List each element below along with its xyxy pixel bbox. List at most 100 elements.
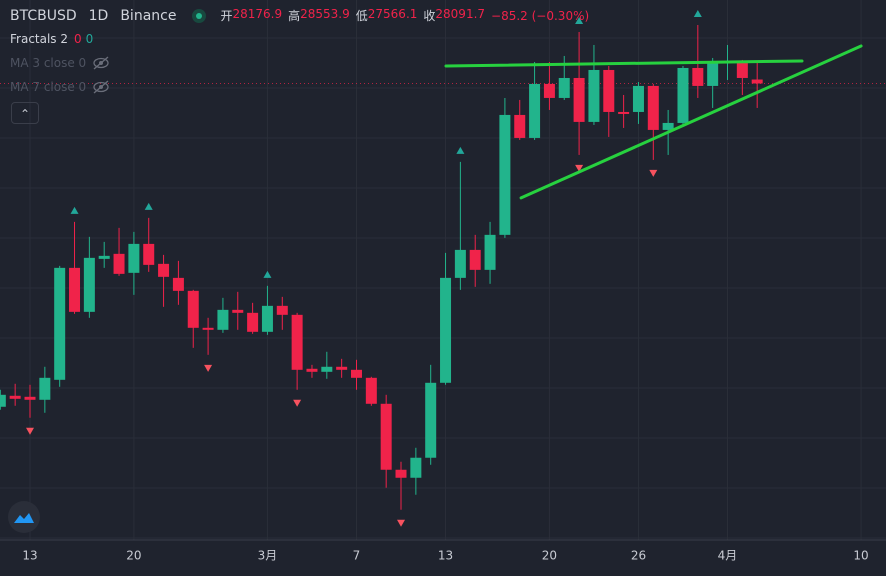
candle-body xyxy=(172,277,184,291)
candle-body xyxy=(98,255,110,259)
candle-body xyxy=(365,377,377,404)
fractal-down xyxy=(649,169,658,177)
candle-body xyxy=(440,277,452,383)
candle-body xyxy=(529,83,541,138)
candle-body xyxy=(454,249,466,278)
indicator-name: Fractals 2 xyxy=(10,32,69,46)
candle-body xyxy=(499,114,511,235)
candle-body xyxy=(291,314,303,370)
indicator-value: 0 xyxy=(85,32,94,46)
field-label: 收 xyxy=(423,9,436,23)
indicator-name: MA 3 close 0 xyxy=(10,56,87,70)
candle-body xyxy=(276,305,288,315)
candle-body xyxy=(662,122,674,130)
fractal-up xyxy=(693,9,702,17)
x-tick-label: 13 xyxy=(438,549,453,563)
candle-body xyxy=(9,395,21,399)
interval: 1D xyxy=(88,7,109,24)
hidden-icon[interactable] xyxy=(92,80,110,94)
candle-body xyxy=(692,67,704,86)
exchange: Binance xyxy=(120,7,177,24)
collapse-button[interactable]: ⌃ xyxy=(11,102,39,124)
header: BTCBUSD 1D Binance 开 28176.9 高 28553.9 低 2756… xyxy=(10,7,589,24)
ma-legend[interactable]: MA 7 close 0 xyxy=(10,80,110,94)
candle-body xyxy=(306,368,318,372)
ma-legend[interactable]: MA 3 close 0 xyxy=(10,56,110,70)
candle-body xyxy=(187,290,199,328)
fractals-legend: Fractals 2 0 0 xyxy=(10,32,93,46)
fractal-up xyxy=(144,202,153,210)
field-value: 28091.7 xyxy=(435,7,486,21)
status-dot xyxy=(192,8,207,23)
candle-body xyxy=(113,253,125,274)
candle-body xyxy=(603,69,615,112)
candle-body xyxy=(54,267,66,380)
hidden-icon[interactable] xyxy=(92,56,110,70)
fractal-down xyxy=(575,164,584,172)
candle-body xyxy=(202,327,214,330)
candle-body xyxy=(143,243,155,265)
x-tick-label: 20 xyxy=(126,549,141,563)
candle-body xyxy=(39,377,51,400)
candle-body xyxy=(69,267,81,312)
x-tick-label: 4月 xyxy=(718,549,738,563)
candle-body xyxy=(484,234,496,270)
candle-body xyxy=(232,309,244,313)
candle-body xyxy=(261,305,273,332)
fractal-up xyxy=(575,16,584,24)
trendline xyxy=(444,59,804,68)
candle-body xyxy=(558,77,570,98)
change: −85.2 (−0.30%) xyxy=(491,8,590,23)
field-value: 28553.9 xyxy=(300,7,350,21)
x-tick-label: 7 xyxy=(353,549,361,563)
logo[interactable] xyxy=(8,501,40,533)
candle-body xyxy=(469,249,481,270)
field-label: 开 xyxy=(220,9,233,23)
candle-body xyxy=(514,114,526,138)
candle-body xyxy=(24,396,36,400)
candle-body xyxy=(380,403,392,470)
candle-body xyxy=(618,111,630,114)
candle-body xyxy=(158,263,170,277)
candle-body xyxy=(573,77,585,122)
candle-body xyxy=(321,366,333,372)
fractal-down xyxy=(26,427,35,435)
candle-body xyxy=(751,79,763,84)
candle-body xyxy=(588,69,600,122)
fractal-down xyxy=(204,364,213,372)
ohlc: 开 28176.9 高 28553.9 低 27566.1 收 28091.7 xyxy=(220,7,485,24)
candle-body xyxy=(410,457,422,478)
field-value: 27566.1 xyxy=(367,7,418,21)
candle-body xyxy=(217,309,229,330)
fractal-up xyxy=(70,206,79,214)
field-value: 28176.9 xyxy=(232,7,283,21)
symbol: BTCBUSD xyxy=(10,7,77,24)
field-label: 低 xyxy=(355,9,368,23)
candle-body xyxy=(425,382,437,458)
candle-body xyxy=(83,257,95,312)
fractal-up xyxy=(263,270,272,278)
candle-body xyxy=(128,243,140,273)
x-tick-label: 10 xyxy=(853,549,868,563)
x-tick-label: 26 xyxy=(631,549,646,563)
candle-body xyxy=(395,469,407,478)
candle-body xyxy=(543,83,555,98)
candle-body xyxy=(350,369,362,378)
candle-body xyxy=(336,366,348,370)
field-label: 高 xyxy=(288,9,301,23)
indicator-value: 0 xyxy=(74,32,82,46)
candle-body xyxy=(707,61,719,86)
fractal-up xyxy=(456,146,465,154)
candle-body xyxy=(632,85,644,112)
x-tick-label: 13 xyxy=(22,549,37,563)
x-tick-label: 20 xyxy=(542,549,557,563)
trendline xyxy=(519,44,863,200)
fractal-down xyxy=(293,399,302,407)
fractal-down xyxy=(397,519,406,527)
candle-body xyxy=(247,312,259,332)
candle-body xyxy=(647,85,659,130)
candle-body xyxy=(677,67,689,123)
candle-body xyxy=(736,61,748,78)
